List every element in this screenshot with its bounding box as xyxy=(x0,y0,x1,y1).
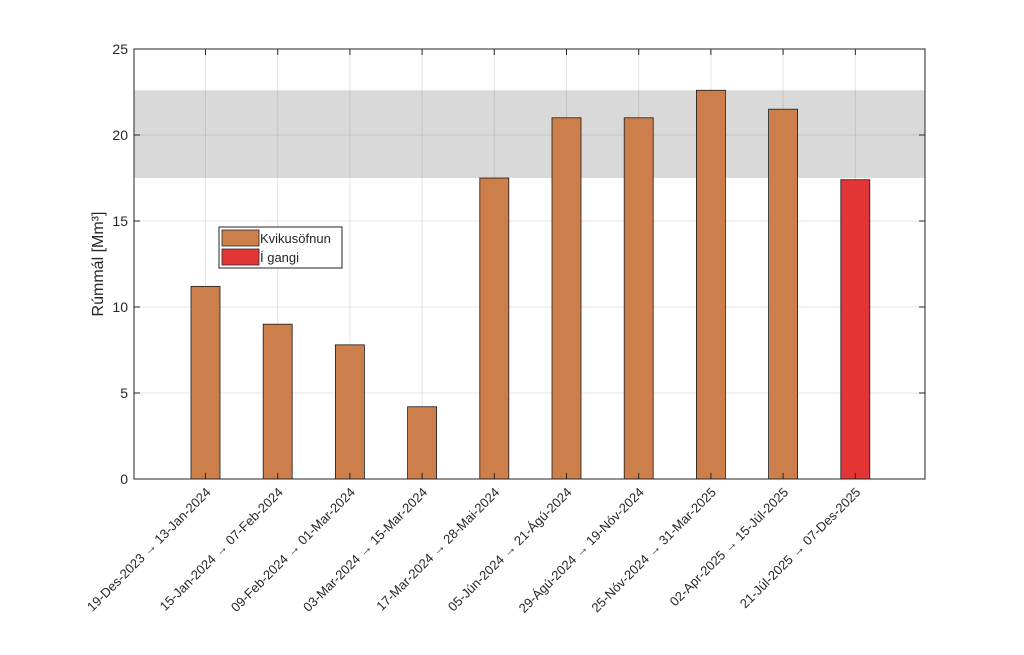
y-axis-label: Rúmmál [Mm³] xyxy=(90,212,107,317)
legend-swatch-i-gangi xyxy=(221,248,260,266)
bar-kvikusofnun xyxy=(768,108,798,480)
axis-ticks xyxy=(134,48,925,480)
x-tick-label: 05-Jún-2024 → 21-Ágú-2024 xyxy=(445,485,575,615)
bar-kvikusofnun xyxy=(407,406,438,480)
y-tick-label: 10 xyxy=(112,299,128,315)
x-tick-label: 29-Ágú-2024 → 19-Nóv-2024 xyxy=(516,485,647,616)
bar-kvikusofnun xyxy=(696,89,726,480)
shaded-range-band xyxy=(134,90,925,178)
legend: Kvikusöfnun Í gangi xyxy=(218,226,343,269)
bar-kvikusofnun xyxy=(623,117,654,480)
y-tick-label: 0 xyxy=(120,471,128,487)
shaded-band-layer xyxy=(134,90,925,178)
legend-label-kvikusofnun: Kvikusöfnun xyxy=(260,231,331,246)
bars xyxy=(190,89,871,480)
x-tick-label: 15-Jan-2024 → 07-Feb-2024 xyxy=(157,485,286,614)
x-tick-label: 21-Júl-2025 → 07-Des-2025 xyxy=(737,485,864,612)
bar-kvikusofnun xyxy=(479,177,510,480)
bar-kvikusofnun xyxy=(551,117,582,480)
y-tick-labels: 0 5 10 15 20 25 xyxy=(112,41,128,487)
y-tick-label: 5 xyxy=(120,385,128,401)
y-tick-label: 20 xyxy=(112,127,128,143)
y-tick-label: 15 xyxy=(112,213,128,229)
x-tick-label: 03-Mar-2024 → 15-Mar-2024 xyxy=(300,485,430,615)
y-tick-label: 25 xyxy=(112,41,128,57)
legend-label-i-gangi: Í gangi xyxy=(260,250,299,265)
x-tick-label: 25-Nóv-2024 → 31-Mar-2025 xyxy=(588,485,719,616)
x-tick-label: 19-Des-2023 → 13-Jan-2024 xyxy=(84,485,214,615)
x-tick-label: 17-Mar-2024 → 28-Mai-2024 xyxy=(373,485,502,614)
x-tick-label: 02-Apr-2025 → 15-Júl-2025 xyxy=(667,485,792,610)
bar-kvikusofnun xyxy=(262,323,293,480)
bar-kvikusofnun xyxy=(190,285,221,480)
bar-kvikusofnun xyxy=(334,344,365,480)
x-tick-label: 09-Feb-2024 → 01-Mar-2024 xyxy=(228,485,358,615)
bar-i-gangi xyxy=(840,179,871,480)
legend-swatch-kvikusofnun xyxy=(221,229,260,247)
plot-frame xyxy=(133,48,926,480)
